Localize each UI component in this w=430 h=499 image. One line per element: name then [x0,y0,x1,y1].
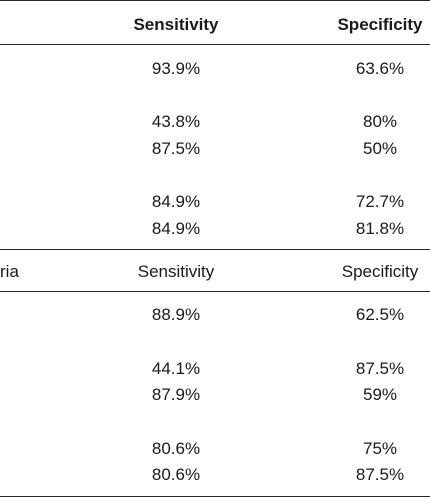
top-rule [0,0,430,1]
header-specificity: Specificity [337,15,423,34]
table-cell-sensitivity: 80.6% [151,465,201,484]
section-rule [0,249,430,250]
subheader-sensitivity: Sensitivity [137,262,215,281]
table-cell-sensitivity: 84.9% [151,219,201,238]
table-cell-specificity: 75% [362,439,398,458]
table-cell-sensitivity: 80.6% [151,439,201,458]
table-cell-specificity: 62.5% [355,305,405,324]
table-cell-sensitivity: 93.9% [151,59,201,78]
table-cell-sensitivity: 44.1% [151,359,201,378]
bottom-rule [0,496,430,497]
subheader-specificity: Specificity [341,262,419,281]
subheader-rule [0,291,430,292]
table-cell-specificity: 63.6% [355,59,405,78]
table-cell-specificity: 59% [362,385,398,404]
table-cell-sensitivity: 43.8% [151,112,201,131]
header-sensitivity: Sensitivity [133,15,219,34]
table-cell-specificity: 50% [362,139,398,158]
table-cell-sensitivity: 84.9% [151,192,201,211]
header-rule [0,44,430,45]
table-cell-specificity: 72.7% [355,192,405,211]
table-cell-sensitivity: 87.5% [151,139,201,158]
table-cell-sensitivity: 87.9% [151,385,201,404]
table-cell-sensitivity: 88.9% [151,305,201,324]
table-cell-specificity: 80% [362,112,398,131]
table-cell-specificity: 81.8% [355,219,405,238]
subheader-criteria: ria [0,262,19,281]
table-cell-specificity: 87.5% [355,359,405,378]
table-cell-specificity: 87.5% [355,465,405,484]
